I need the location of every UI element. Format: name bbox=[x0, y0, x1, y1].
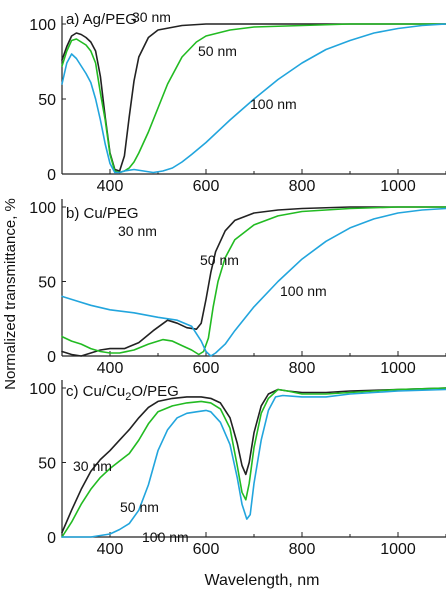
panel-c-y-tick-label: 100 bbox=[29, 381, 56, 398]
panel-b-y-tick-label: 100 bbox=[29, 200, 56, 217]
panel-c-x-tick-label: 1000 bbox=[380, 541, 416, 558]
panel-c-label-subscript: 2 bbox=[125, 391, 131, 403]
panel-b-x-tick-label: 800 bbox=[289, 360, 316, 377]
panel-b-series-line-30-nm bbox=[61, 206, 446, 357]
panel-a-annotation-30-nm: 30 nm bbox=[132, 9, 171, 25]
panel-c-y-tick-label: 0 bbox=[47, 530, 56, 547]
panel-c-y-tick-label: 50 bbox=[38, 456, 56, 473]
panel-a-series-line-100-nm bbox=[61, 23, 446, 174]
panel-c-annotation-100-nm: 100 nm bbox=[142, 529, 189, 545]
panel-c: c) Cu/Cu2O/PEG 0 50 100 400 600 800 1000 30 nm 5… bbox=[29, 380, 446, 558]
panel-b-x-tick-label: 1000 bbox=[380, 360, 416, 377]
x-axis-label: Wavelength, nm bbox=[204, 572, 319, 589]
panel-a-series-line-30-nm bbox=[61, 23, 446, 172]
panel-a-label: a) Ag/PEG bbox=[66, 11, 137, 28]
panel-b-y-tick-label: 50 bbox=[38, 275, 56, 292]
panel-c-annotation-50-nm: 50 nm bbox=[120, 499, 159, 515]
panel-b-label: b) Cu/PEG bbox=[66, 205, 139, 222]
panel-b-annotation-50-nm: 50 nm bbox=[200, 252, 239, 268]
panel-c-x-tick-label: 400 bbox=[97, 541, 124, 558]
panel-c-x-tick-label: 600 bbox=[193, 541, 220, 558]
panel-a-x-tick-label: 800 bbox=[289, 178, 316, 195]
panel-a-annotation-100-nm: 100 nm bbox=[250, 96, 297, 112]
panel-c-series-line-50-nm bbox=[61, 387, 446, 538]
panel-c-annotation-30-nm: 30 nm bbox=[73, 458, 112, 474]
panel-b-series-line-50-nm bbox=[61, 206, 446, 356]
panel-b-annotation-100-nm: 100 nm bbox=[280, 283, 327, 299]
panel-b-y-tick-label: 0 bbox=[47, 349, 56, 366]
panel-c-x-tick-label: 800 bbox=[289, 541, 316, 558]
panel-c-label-part1: c) Cu/Cu bbox=[66, 383, 125, 400]
panel-a-annotation-50-nm: 50 nm bbox=[198, 43, 237, 59]
panel-a-x-tick-label: 400 bbox=[97, 178, 124, 195]
panel-b-series-line-100-nm bbox=[61, 207, 446, 357]
panel-a-x-tick-label: 600 bbox=[193, 178, 220, 195]
panel-c-series-line-100-nm bbox=[61, 388, 446, 538]
panel-a-series-line-50-nm bbox=[61, 23, 446, 174]
panel-c-label: c) Cu/Cu2O/PEG bbox=[66, 383, 179, 403]
panel-b: b) Cu/PEG 0 50 100 400 600 800 1000 30 nm 50 nm 1… bbox=[29, 199, 446, 377]
panel-a-y-tick-label: 50 bbox=[38, 92, 56, 109]
panel-a: a) Ag/PEG 0 50 100 400 600 800 1000 30 nm 50 nm 1… bbox=[29, 9, 446, 195]
panel-a-y-tick-label: 100 bbox=[29, 17, 56, 34]
panel-c-label-part3: O/PEG bbox=[131, 383, 179, 400]
panel-b-x-tick-label: 600 bbox=[193, 360, 220, 377]
panel-b-annotation-30-nm: 30 nm bbox=[118, 223, 157, 239]
panel-b-x-tick-label: 400 bbox=[97, 360, 124, 377]
panel-a-x-tick-label: 1000 bbox=[380, 178, 416, 195]
panel-a-y-tick-label: 0 bbox=[47, 167, 56, 184]
y-axis-label: Normalized transmittance, % bbox=[2, 198, 19, 390]
